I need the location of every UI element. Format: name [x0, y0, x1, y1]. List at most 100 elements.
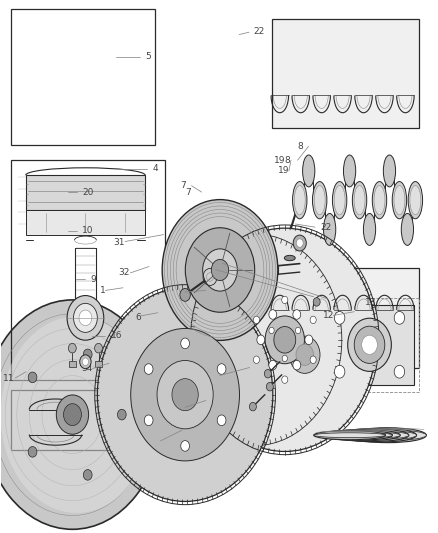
Ellipse shape: [401, 213, 413, 245]
Circle shape: [265, 369, 271, 378]
Text: 8: 8: [285, 156, 290, 165]
Circle shape: [310, 356, 316, 364]
Circle shape: [193, 228, 377, 451]
Circle shape: [28, 447, 37, 457]
Circle shape: [180, 288, 191, 301]
Ellipse shape: [335, 429, 409, 441]
Ellipse shape: [335, 431, 409, 440]
Polygon shape: [272, 268, 419, 368]
Circle shape: [131, 328, 240, 461]
Text: 8: 8: [297, 142, 303, 151]
Text: 19: 19: [274, 156, 286, 165]
Circle shape: [310, 316, 316, 324]
Text: 20: 20: [82, 188, 94, 197]
Circle shape: [313, 297, 320, 306]
Ellipse shape: [332, 182, 347, 219]
Circle shape: [172, 378, 198, 411]
Ellipse shape: [320, 432, 392, 438]
Circle shape: [82, 358, 88, 366]
Text: 22: 22: [320, 223, 332, 232]
Text: 3: 3: [217, 259, 223, 268]
Text: 35: 35: [205, 265, 216, 274]
Circle shape: [362, 335, 378, 354]
Circle shape: [284, 329, 326, 380]
Bar: [95, 361, 102, 367]
Ellipse shape: [392, 182, 406, 219]
Circle shape: [83, 470, 92, 480]
Ellipse shape: [374, 185, 385, 215]
Circle shape: [79, 310, 92, 326]
Circle shape: [68, 343, 76, 353]
Bar: [11, 9, 155, 146]
Text: 1: 1: [100, 286, 106, 295]
Text: 32: 32: [119, 269, 130, 277]
Circle shape: [274, 327, 296, 353]
Circle shape: [117, 409, 126, 420]
Circle shape: [217, 364, 226, 374]
Circle shape: [265, 316, 304, 364]
Circle shape: [394, 365, 405, 378]
Ellipse shape: [350, 430, 426, 440]
Ellipse shape: [350, 428, 426, 442]
Circle shape: [181, 338, 190, 349]
Text: 22: 22: [253, 27, 264, 36]
Ellipse shape: [327, 432, 400, 439]
Ellipse shape: [314, 433, 385, 438]
Circle shape: [162, 199, 278, 341]
Text: 33: 33: [174, 403, 186, 412]
Circle shape: [257, 335, 265, 345]
Ellipse shape: [364, 213, 376, 245]
Text: 5: 5: [146, 52, 152, 61]
Bar: [69, 361, 76, 367]
Circle shape: [266, 383, 273, 391]
Circle shape: [185, 228, 254, 312]
Circle shape: [354, 326, 385, 364]
Circle shape: [249, 402, 256, 411]
Ellipse shape: [352, 182, 367, 219]
Ellipse shape: [314, 431, 385, 440]
Circle shape: [293, 360, 301, 370]
Circle shape: [295, 327, 300, 334]
Polygon shape: [328, 305, 414, 385]
Circle shape: [293, 310, 301, 319]
Circle shape: [203, 249, 237, 291]
Ellipse shape: [327, 430, 400, 441]
Circle shape: [269, 360, 277, 370]
Circle shape: [334, 311, 345, 324]
Ellipse shape: [293, 182, 307, 219]
Text: 34: 34: [81, 364, 93, 373]
Circle shape: [282, 376, 288, 383]
Circle shape: [253, 316, 259, 324]
Text: 10: 10: [82, 227, 94, 236]
Text: 11: 11: [3, 374, 14, 383]
Ellipse shape: [324, 213, 336, 245]
Bar: [11, 390, 120, 449]
Ellipse shape: [410, 185, 421, 215]
Circle shape: [290, 336, 320, 374]
Ellipse shape: [284, 255, 295, 261]
Text: 31: 31: [113, 238, 125, 247]
Bar: [25, 210, 145, 235]
Text: 21: 21: [150, 437, 161, 446]
Ellipse shape: [354, 185, 365, 215]
Polygon shape: [272, 19, 419, 128]
Circle shape: [211, 260, 229, 280]
Circle shape: [80, 355, 91, 369]
Circle shape: [57, 395, 88, 434]
Circle shape: [67, 295, 104, 340]
Ellipse shape: [343, 155, 356, 187]
Text: 7: 7: [180, 181, 186, 190]
Circle shape: [157, 360, 213, 429]
Ellipse shape: [320, 430, 392, 440]
Text: 7: 7: [185, 188, 191, 197]
Text: 14: 14: [209, 371, 221, 380]
Text: 6: 6: [135, 312, 141, 321]
Circle shape: [181, 441, 190, 451]
Text: 12: 12: [323, 311, 334, 320]
Circle shape: [296, 344, 314, 366]
Circle shape: [282, 355, 287, 361]
Circle shape: [95, 343, 102, 353]
Circle shape: [83, 349, 92, 360]
Circle shape: [144, 364, 153, 374]
Ellipse shape: [372, 182, 387, 219]
